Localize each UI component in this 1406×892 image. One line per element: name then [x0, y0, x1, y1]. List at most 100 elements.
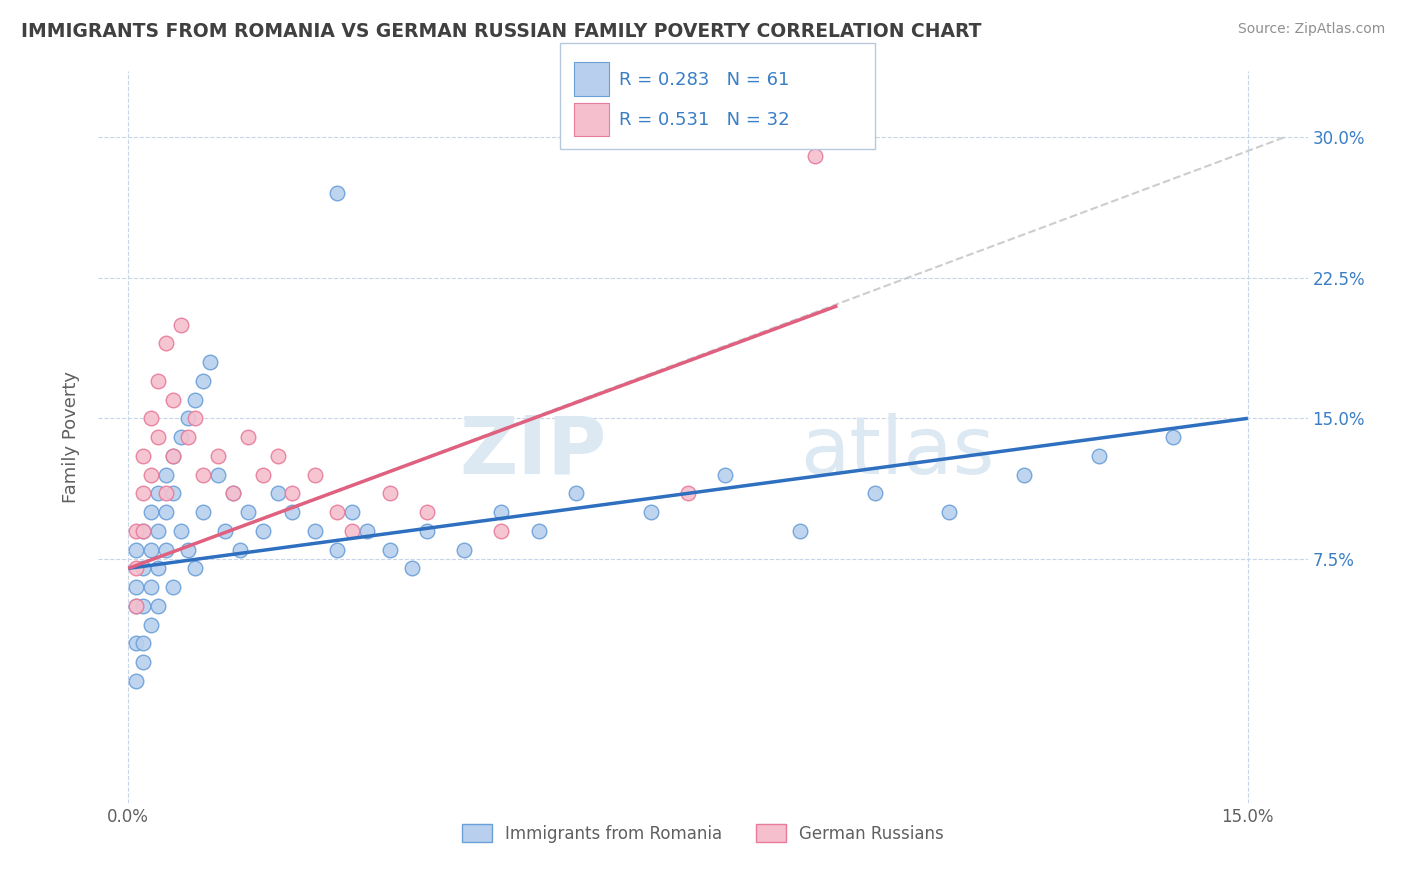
Point	[281, 486, 304, 500]
Point	[169, 524, 191, 538]
Y-axis label: Family Poverty: Family Poverty	[62, 371, 80, 503]
Point	[132, 599, 155, 613]
Point	[155, 467, 177, 482]
Point	[125, 599, 148, 613]
Point	[162, 392, 184, 407]
Point	[162, 449, 184, 463]
Point	[139, 617, 162, 632]
Point	[214, 524, 236, 538]
Legend: Immigrants from Romania, German Russians: Immigrants from Romania, German Russians	[456, 818, 950, 849]
Point	[416, 505, 439, 519]
Point	[252, 467, 274, 482]
Point	[491, 505, 513, 519]
Point	[1087, 449, 1109, 463]
Point	[125, 599, 148, 613]
Point	[222, 486, 245, 500]
Point	[155, 505, 177, 519]
Point	[125, 542, 148, 557]
Text: IMMIGRANTS FROM ROMANIA VS GERMAN RUSSIAN FAMILY POVERTY CORRELATION CHART: IMMIGRANTS FROM ROMANIA VS GERMAN RUSSIA…	[21, 22, 981, 41]
Point	[162, 449, 184, 463]
Point	[236, 505, 259, 519]
Point	[177, 411, 200, 425]
Point	[139, 411, 162, 425]
Point	[139, 467, 162, 482]
Point	[184, 392, 207, 407]
Point	[378, 486, 401, 500]
Point	[191, 467, 214, 482]
Point	[146, 486, 169, 500]
Point	[191, 374, 214, 388]
Point	[222, 486, 245, 500]
Point	[326, 505, 349, 519]
Point	[804, 149, 827, 163]
Point	[207, 449, 229, 463]
Point	[565, 486, 588, 500]
Text: R = 0.531   N = 32: R = 0.531 N = 32	[619, 111, 789, 128]
Point	[1161, 430, 1184, 444]
Point	[938, 505, 960, 519]
Point	[132, 655, 155, 669]
Point	[125, 524, 148, 538]
Point	[184, 411, 207, 425]
Point	[191, 505, 214, 519]
Point	[326, 542, 349, 557]
Point	[139, 580, 162, 594]
Point	[356, 524, 378, 538]
Text: Source: ZipAtlas.com: Source: ZipAtlas.com	[1237, 22, 1385, 37]
Point	[146, 430, 169, 444]
Point	[146, 599, 169, 613]
Point	[162, 486, 184, 500]
Point	[453, 542, 475, 557]
Point	[177, 430, 200, 444]
Point	[184, 561, 207, 575]
Point	[252, 524, 274, 538]
Point	[281, 505, 304, 519]
Point	[200, 355, 222, 369]
Point	[326, 186, 349, 201]
Point	[236, 430, 259, 444]
Point	[169, 318, 191, 332]
Point	[125, 636, 148, 650]
Point	[491, 524, 513, 538]
Point	[340, 505, 363, 519]
Point	[155, 486, 177, 500]
Point	[527, 524, 550, 538]
Point	[155, 336, 177, 351]
Point	[125, 673, 148, 688]
Point	[207, 467, 229, 482]
Point	[132, 486, 155, 500]
Point	[155, 542, 177, 557]
Point	[1012, 467, 1035, 482]
Text: atlas: atlas	[800, 413, 994, 491]
Point	[177, 542, 200, 557]
Point	[146, 524, 169, 538]
Point	[789, 524, 811, 538]
Point	[139, 542, 162, 557]
Point	[146, 561, 169, 575]
Point	[125, 580, 148, 594]
Text: ZIP: ZIP	[458, 413, 606, 491]
Point	[416, 524, 439, 538]
Point	[676, 486, 699, 500]
Point	[169, 430, 191, 444]
Point	[266, 486, 288, 500]
Point	[266, 449, 288, 463]
Point	[378, 542, 401, 557]
Point	[714, 467, 737, 482]
Point	[132, 636, 155, 650]
Text: R = 0.283   N = 61: R = 0.283 N = 61	[619, 71, 789, 89]
Point	[132, 449, 155, 463]
Point	[146, 374, 169, 388]
Point	[139, 505, 162, 519]
Point	[401, 561, 423, 575]
Point	[640, 505, 662, 519]
Point	[229, 542, 252, 557]
Point	[863, 486, 886, 500]
Point	[132, 561, 155, 575]
Point	[162, 580, 184, 594]
Point	[132, 524, 155, 538]
Point	[304, 524, 326, 538]
Point	[340, 524, 363, 538]
Point	[304, 467, 326, 482]
Point	[132, 524, 155, 538]
